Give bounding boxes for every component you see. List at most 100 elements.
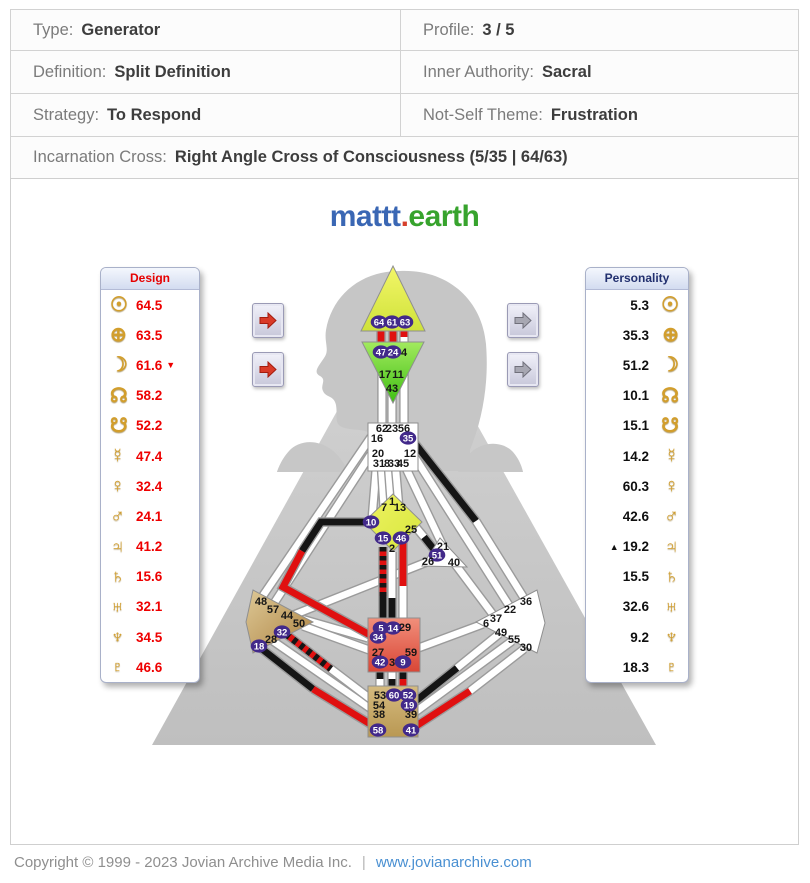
info-label: Type: [33,20,74,39]
title-dot: . [400,200,409,233]
personality-row-pluto: 18.3 ♇ [586,652,688,682]
gate-line-value: 41.2 [136,539,163,555]
mercury-icon: ☿ [664,445,679,468]
south-node-icon: ☋ [110,414,128,437]
info-cell-not-selftheme: Not-Self Theme: Frustration [401,93,798,136]
jupiter-icon: ♃ [110,535,125,558]
info-label: Definition: [33,62,107,81]
personality-row-saturn: 15.5 ♄ [586,562,688,592]
info-value: Frustration [550,105,638,124]
design-row-sun: ☉ 64.5 [101,290,199,320]
design-row-saturn: ♄ 15.6 [101,562,199,592]
design-row-north-node: ☊ 58.2 [101,381,199,411]
gate-line-value: 34.5 [136,629,163,645]
personality-row-south-node: 15.1 ☋ [586,411,688,441]
north-node-icon: ☊ [661,384,679,407]
design-row-earth: ⊕ 63.5 [101,320,199,350]
gate-line-value: 14.2 [622,448,649,464]
info-cell-strategy: Strategy: To Respond [11,93,401,136]
gate-line-value: 5.3 [630,297,649,313]
personality-row-north-node: 10.1 ☊ [586,381,688,411]
chart-properties-table: Type: Generator Profile: 3 / 5 Definition: Sp… [10,9,799,179]
personality-variable-arrow-button[interactable] [507,303,539,338]
earth-icon: ⊕ [662,324,679,347]
personality-panel-header: Personality [586,268,688,290]
design-variable-arrow-button[interactable] [252,352,284,387]
info-label: Not-Self Theme: [423,105,543,124]
gate-line-value: 24.1 [136,508,163,524]
neptune-icon: ♆ [664,626,679,649]
neptune-icon: ♆ [110,626,125,649]
personality-row-sun: 5.3 ☉ [586,290,688,320]
design-row-jupiter: ♃ 41.2 [101,532,199,562]
fixing-arrow-icon: ▼ [166,360,176,371]
gate-line-value: 32.6 [622,599,649,615]
gate-line-value: 9.2 [630,629,649,645]
personality-panel: Personality 5.3 ☉ 35.3 ⊕ 51.2 ☽ 10.1 ☊ 15.1 ☋ 14.2… [585,267,689,684]
design-row-uranus: ♅ 32.1 [101,592,199,622]
design-variable-arrow-button[interactable] [252,303,284,338]
saturn-icon: ♄ [110,565,125,588]
gate-line-value: 61.6 [136,357,163,373]
info-cell-profile: Profile: 3 / 5 [401,10,798,50]
personality-row-earth: 35.3 ⊕ [586,320,688,350]
info-label: Incarnation Cross: [33,148,167,166]
info-value: 3 / 5 [482,20,515,39]
pluto-icon: ♇ [110,656,125,679]
gate-line-value: 18.3 [622,659,649,675]
gate-line-value: 35.3 [622,327,649,343]
personality-activations-list: 5.3 ☉ 35.3 ⊕ 51.2 ☽ 10.1 ☊ 15.1 ☋ 14.2 ☿ 60.3 ♀ 42.6 ♂ ▲… [586,290,688,682]
gate-line-value: 15.6 [136,569,163,585]
info-label: Strategy: [33,105,100,124]
north-node-icon: ☊ [110,384,128,407]
gray-right-arrow [514,312,532,329]
mars-icon: ♂ [664,505,679,528]
mars-icon: ♂ [110,505,125,528]
design-row-venus: ♀ 32.4 [101,471,199,501]
gate-line-value: 42.6 [622,508,649,524]
venus-icon: ♀ [664,475,679,498]
venus-icon: ♀ [110,475,125,498]
personality-row-neptune: 9.2 ♆ [586,622,688,652]
personality-row-moon: 51.2 ☽ [586,350,688,380]
personality-variable-arrow-button[interactable] [507,352,539,387]
jupiter-icon: ♃ [664,535,679,558]
title-name: mattt [329,200,401,233]
gate-line-value: 64.5 [136,297,163,313]
design-row-pluto: ♇ 46.6 [101,652,199,682]
info-value: Split Definition [114,62,231,81]
title-tld: earth [408,200,480,233]
design-row-moon: ☽ 61.6 ▼ [101,350,199,380]
gate-line-value: 10.1 [622,388,649,404]
gate-line-value: 47.4 [136,448,163,464]
south-node-icon: ☋ [661,414,679,437]
gate-line-value: 15.5 [622,569,649,585]
info-value: Right Angle Cross of Consciousness (5/35… [174,148,568,166]
pluto-icon: ♇ [664,656,679,679]
design-activations-list: ☉ 64.5 ⊕ 63.5 ☽ 61.6 ▼ ☊ 58.2 ☋ 52.2 ☿ 47.4 ♀ 32.4 ♂ 24.… [101,290,199,682]
gate-line-value: 46.6 [136,659,163,675]
gate-line-value: 60.3 [622,478,649,494]
uranus-icon: ♅ [110,595,125,618]
personality-row-venus: 60.3 ♀ [586,471,688,501]
gate-line-value: 32.4 [136,478,163,494]
info-cell-type: Type: Generator [11,10,401,50]
jovianarchive-link[interactable]: www.jovianarchive.com [375,854,532,871]
personality-row-uranus: 32.6 ♅ [586,592,688,622]
info-cell-innerauthority: Inner Authority: Sacral [401,50,798,93]
earth-icon: ⊕ [110,324,127,347]
gray-right-arrow [514,361,532,378]
personality-row-mercury: 14.2 ☿ [586,441,688,471]
red-right-arrow [259,361,277,378]
design-row-mars: ♂ 24.1 [101,501,199,531]
info-label: Profile: [423,20,475,39]
gate-line-value: 52.2 [136,418,163,434]
footer: Copyright © 1999 - 2023 Jovian Archive M… [14,854,532,871]
info-cell-definition: Definition: Split Definition [11,50,401,93]
moon-icon: ☽ [110,354,128,377]
info-cell-incarnationcross: Incarnation Cross: Right Angle Cross of C… [11,136,798,178]
mercury-icon: ☿ [110,445,125,468]
design-row-south-node: ☋ 52.2 [101,411,199,441]
uranus-icon: ♅ [664,595,679,618]
design-row-mercury: ☿ 47.4 [101,441,199,471]
